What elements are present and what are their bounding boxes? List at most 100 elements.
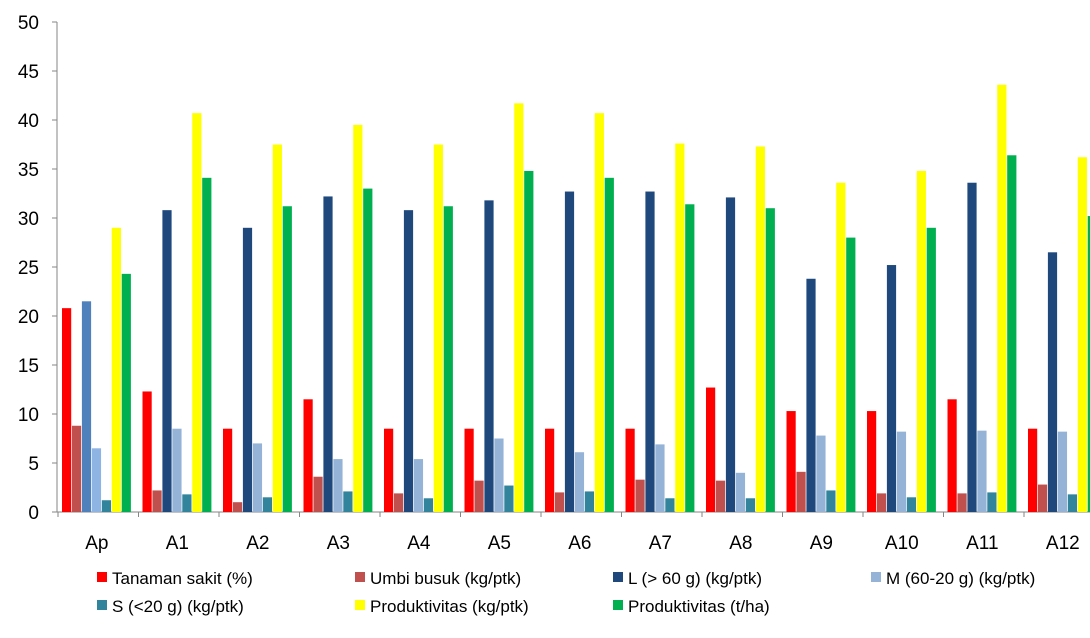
bar-a6-series-6 bbox=[594, 113, 604, 512]
bar-a9-series-4 bbox=[816, 435, 826, 512]
bar-a8-series-2 bbox=[715, 480, 726, 512]
bar-a1-series-6 bbox=[192, 113, 202, 512]
y-tick-label: 10 bbox=[18, 405, 39, 426]
x-tick-label: Ap bbox=[85, 533, 108, 554]
legend-swatch bbox=[613, 600, 623, 610]
bar-a7-series-7 bbox=[685, 204, 695, 512]
bar-a10-series-7 bbox=[926, 227, 936, 513]
bar-ap-series-6 bbox=[111, 227, 121, 513]
legend-label: M (60-20 g) (kg/ptk) bbox=[886, 569, 1035, 588]
bar-a8-series-5 bbox=[745, 498, 755, 512]
bar-a7-series-1 bbox=[625, 428, 635, 512]
legend-label: Umbi busuk (kg/ptk) bbox=[370, 569, 521, 588]
bar-a3-series-7 bbox=[363, 188, 373, 512]
x-tick-label: A5 bbox=[488, 533, 511, 554]
bar-a3-series-2 bbox=[313, 476, 323, 512]
bar-a9-series-7 bbox=[846, 237, 856, 512]
bar-a7-series-5 bbox=[665, 498, 675, 512]
y-tick-label: 20 bbox=[18, 307, 39, 328]
bar-a8-series-1 bbox=[706, 387, 716, 512]
legend-label: Produktivitas (t/ha) bbox=[628, 597, 770, 616]
bar-a11-series-5 bbox=[987, 492, 997, 512]
y-tick-label: 5 bbox=[28, 454, 39, 475]
bar-a11-series-6 bbox=[997, 84, 1007, 512]
legend-swatch bbox=[355, 600, 365, 610]
x-tick-label: A1 bbox=[166, 533, 189, 554]
bar-a12-series-6 bbox=[1077, 157, 1087, 513]
bar-a3-series-1 bbox=[303, 399, 313, 512]
bar-a8-series-6 bbox=[755, 146, 765, 512]
bar-a2-series-3 bbox=[242, 227, 253, 513]
x-tick-label: A11 bbox=[966, 533, 998, 554]
bar-a12-series-4 bbox=[1057, 431, 1068, 512]
bar-a1-series-2 bbox=[152, 490, 162, 512]
y-axis: 0 5 10 15 20 25 30 35 40 45 50 bbox=[18, 13, 58, 524]
bar-a6-series-3 bbox=[564, 191, 575, 513]
bar-a2-series-7 bbox=[282, 206, 292, 513]
bar-a5-series-5 bbox=[504, 485, 514, 512]
legend-swatch bbox=[97, 600, 107, 610]
bar-a1-series-5 bbox=[182, 494, 192, 512]
bar-a3-series-3 bbox=[323, 196, 333, 512]
bar-a10-series-3 bbox=[886, 265, 897, 512]
legend-label: Produktivitas (kg/ptk) bbox=[370, 597, 529, 616]
bar-a2-series-6 bbox=[272, 144, 282, 512]
bar-a10-series-2 bbox=[876, 493, 887, 512]
y-tick-label: 45 bbox=[18, 62, 39, 83]
bar-a10-series-5 bbox=[906, 497, 916, 512]
bar-a11-series-2 bbox=[957, 493, 967, 512]
bar-a5-series-4 bbox=[494, 438, 504, 512]
legend-label: L (> 60 g) (kg/ptk) bbox=[628, 569, 762, 588]
bars-group bbox=[62, 84, 1090, 513]
bar-a10-series-4 bbox=[896, 431, 907, 512]
bar-a12-series-7 bbox=[1087, 216, 1090, 513]
legend-swatch bbox=[871, 572, 881, 582]
bar-ap-series-1 bbox=[62, 308, 72, 512]
bar-a7-series-2 bbox=[635, 479, 645, 512]
bar-a3-series-6 bbox=[353, 124, 363, 513]
bar-a8-series-4 bbox=[735, 472, 746, 512]
bar-ap-series-3 bbox=[81, 301, 92, 512]
bar-a6-series-2 bbox=[554, 492, 565, 512]
bar-a4-series-4 bbox=[413, 459, 424, 512]
y-tick-label: 0 bbox=[28, 503, 39, 524]
y-tick-label: 35 bbox=[18, 160, 39, 181]
bar-a8-series-3 bbox=[725, 197, 736, 513]
bar-a11-series-7 bbox=[1007, 155, 1017, 512]
bar-a4-series-2 bbox=[393, 493, 404, 512]
y-tick-label: 30 bbox=[18, 209, 39, 230]
bar-a1-series-1 bbox=[142, 391, 152, 512]
bar-ap-series-5 bbox=[101, 500, 111, 512]
bar-a2-series-2 bbox=[232, 502, 243, 512]
bar-a3-series-5 bbox=[343, 491, 353, 512]
bar-a2-series-5 bbox=[262, 497, 272, 512]
bar-a11-series-1 bbox=[947, 399, 957, 512]
bar-a1-series-3 bbox=[162, 210, 172, 512]
bar-ap-series-4 bbox=[91, 448, 102, 512]
bar-a5-series-1 bbox=[464, 428, 474, 512]
x-tick-label: A9 bbox=[810, 533, 833, 554]
bar-a1-series-7 bbox=[202, 177, 212, 512]
bar-ap-series-2 bbox=[71, 425, 82, 512]
bar-a6-series-5 bbox=[584, 491, 594, 512]
bar-a6-series-7 bbox=[604, 177, 614, 512]
bar-a8-series-7 bbox=[765, 208, 775, 512]
bar-a10-series-6 bbox=[916, 170, 926, 512]
bar-a11-series-3 bbox=[967, 182, 977, 512]
legend-swatch bbox=[613, 572, 623, 582]
bar-a5-series-3 bbox=[484, 200, 494, 513]
bar-a5-series-6 bbox=[514, 103, 524, 512]
bar-a4-series-3 bbox=[403, 210, 414, 512]
bar-a7-series-6 bbox=[675, 143, 685, 512]
bar-a7-series-3 bbox=[645, 191, 655, 513]
bar-a12-series-5 bbox=[1067, 494, 1077, 512]
x-tick-label: A4 bbox=[407, 533, 431, 554]
bar-a2-series-4 bbox=[252, 443, 263, 512]
bar-a6-series-4 bbox=[574, 452, 585, 512]
bar-a7-series-4 bbox=[655, 444, 665, 512]
bar-a4-series-7 bbox=[443, 206, 453, 513]
bar-a2-series-1 bbox=[223, 428, 233, 512]
bar-a4-series-1 bbox=[384, 428, 394, 512]
x-tick-label: A8 bbox=[729, 533, 752, 554]
